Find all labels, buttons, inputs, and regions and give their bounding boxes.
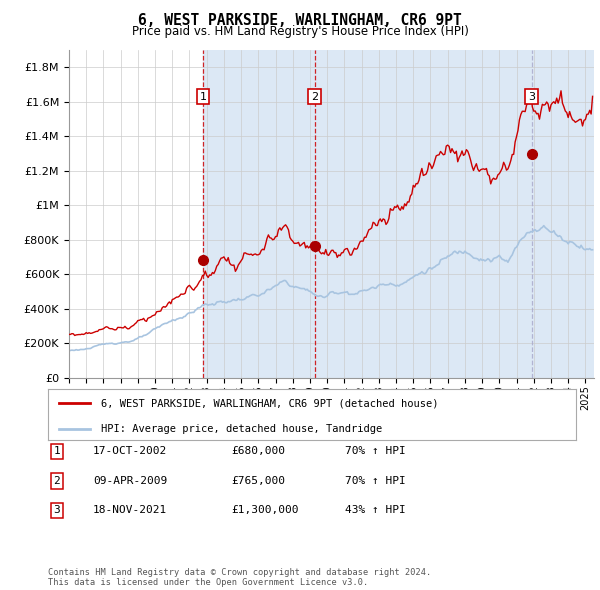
Text: 2: 2	[311, 91, 318, 101]
Text: 6, WEST PARKSIDE, WARLINGHAM, CR6 9PT (detached house): 6, WEST PARKSIDE, WARLINGHAM, CR6 9PT (d…	[101, 398, 438, 408]
Text: 1: 1	[53, 447, 61, 456]
Text: HPI: Average price, detached house, Tandridge: HPI: Average price, detached house, Tand…	[101, 424, 382, 434]
Text: 3: 3	[53, 506, 61, 515]
Text: 43% ↑ HPI: 43% ↑ HPI	[345, 506, 406, 515]
Text: £680,000: £680,000	[231, 447, 285, 456]
Bar	[203, 50, 314, 378]
Text: 09-APR-2009: 09-APR-2009	[93, 476, 167, 486]
Text: This data is licensed under the Open Government Licence v3.0.: This data is licensed under the Open Gov…	[48, 578, 368, 587]
Text: Price paid vs. HM Land Registry's House Price Index (HPI): Price paid vs. HM Land Registry's House …	[131, 25, 469, 38]
Text: £1,300,000: £1,300,000	[231, 506, 299, 515]
Text: 70% ↑ HPI: 70% ↑ HPI	[345, 476, 406, 486]
Bar	[314, 50, 532, 378]
Text: 17-OCT-2002: 17-OCT-2002	[93, 447, 167, 456]
Text: £765,000: £765,000	[231, 476, 285, 486]
Text: 18-NOV-2021: 18-NOV-2021	[93, 506, 167, 515]
Text: 1: 1	[200, 91, 206, 101]
Text: 70% ↑ HPI: 70% ↑ HPI	[345, 447, 406, 456]
Bar	[532, 50, 600, 378]
Text: Contains HM Land Registry data © Crown copyright and database right 2024.: Contains HM Land Registry data © Crown c…	[48, 568, 431, 577]
Text: 6, WEST PARKSIDE, WARLINGHAM, CR6 9PT: 6, WEST PARKSIDE, WARLINGHAM, CR6 9PT	[138, 13, 462, 28]
Text: 2: 2	[53, 476, 61, 486]
Text: 3: 3	[528, 91, 535, 101]
